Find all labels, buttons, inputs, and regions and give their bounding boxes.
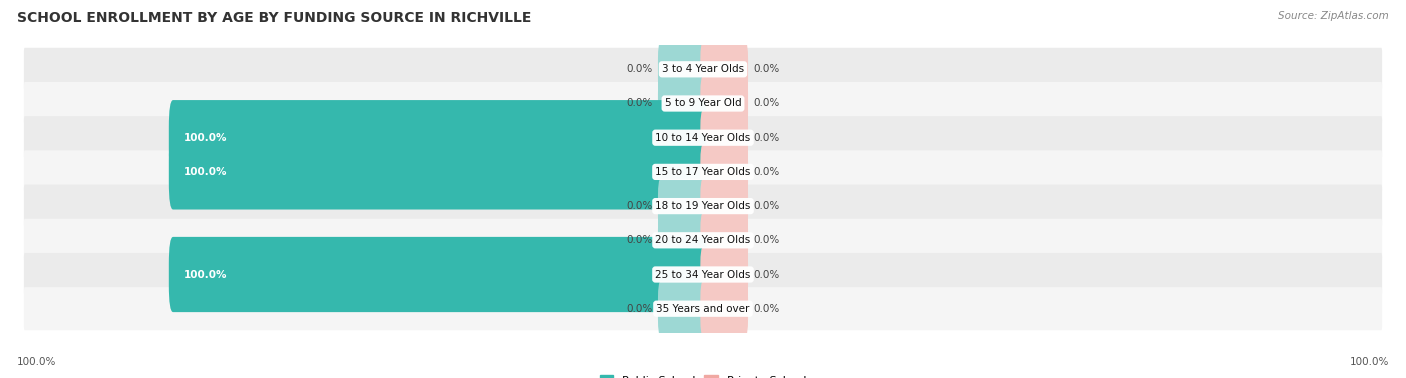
FancyBboxPatch shape [700, 213, 748, 268]
Text: 0.0%: 0.0% [627, 304, 652, 314]
Text: 25 to 34 Year Olds: 25 to 34 Year Olds [655, 270, 751, 279]
Text: 0.0%: 0.0% [754, 167, 779, 177]
FancyBboxPatch shape [24, 150, 1382, 194]
FancyBboxPatch shape [700, 76, 748, 131]
FancyBboxPatch shape [24, 48, 1382, 91]
Text: 0.0%: 0.0% [754, 64, 779, 74]
FancyBboxPatch shape [700, 144, 748, 199]
Text: 0.0%: 0.0% [627, 235, 652, 245]
Text: 0.0%: 0.0% [754, 99, 779, 108]
Text: 35 Years and over: 35 Years and over [657, 304, 749, 314]
FancyBboxPatch shape [24, 219, 1382, 262]
Text: 100.0%: 100.0% [1350, 357, 1389, 367]
Text: 15 to 17 Year Olds: 15 to 17 Year Olds [655, 167, 751, 177]
Text: 0.0%: 0.0% [627, 99, 652, 108]
FancyBboxPatch shape [24, 287, 1382, 330]
Text: SCHOOL ENROLLMENT BY AGE BY FUNDING SOURCE IN RICHVILLE: SCHOOL ENROLLMENT BY AGE BY FUNDING SOUR… [17, 11, 531, 25]
FancyBboxPatch shape [700, 247, 748, 302]
Text: Source: ZipAtlas.com: Source: ZipAtlas.com [1278, 11, 1389, 21]
FancyBboxPatch shape [700, 110, 748, 165]
Text: 0.0%: 0.0% [754, 235, 779, 245]
FancyBboxPatch shape [169, 134, 707, 209]
FancyBboxPatch shape [169, 237, 707, 312]
FancyBboxPatch shape [700, 281, 748, 336]
FancyBboxPatch shape [169, 100, 707, 175]
FancyBboxPatch shape [700, 179, 748, 234]
Legend: Public School, Private School: Public School, Private School [595, 371, 811, 378]
Text: 0.0%: 0.0% [754, 270, 779, 279]
Text: 18 to 19 Year Olds: 18 to 19 Year Olds [655, 201, 751, 211]
FancyBboxPatch shape [658, 76, 706, 131]
Text: 100.0%: 100.0% [184, 133, 228, 143]
Text: 100.0%: 100.0% [184, 270, 228, 279]
FancyBboxPatch shape [658, 179, 706, 234]
FancyBboxPatch shape [658, 42, 706, 97]
Text: 0.0%: 0.0% [754, 133, 779, 143]
FancyBboxPatch shape [658, 213, 706, 268]
FancyBboxPatch shape [24, 116, 1382, 159]
Text: 10 to 14 Year Olds: 10 to 14 Year Olds [655, 133, 751, 143]
Text: 100.0%: 100.0% [17, 357, 56, 367]
FancyBboxPatch shape [700, 42, 748, 97]
Text: 0.0%: 0.0% [754, 304, 779, 314]
FancyBboxPatch shape [24, 82, 1382, 125]
Text: 0.0%: 0.0% [754, 201, 779, 211]
Text: 100.0%: 100.0% [184, 167, 228, 177]
Text: 3 to 4 Year Olds: 3 to 4 Year Olds [662, 64, 744, 74]
FancyBboxPatch shape [24, 253, 1382, 296]
Text: 5 to 9 Year Old: 5 to 9 Year Old [665, 99, 741, 108]
Text: 20 to 24 Year Olds: 20 to 24 Year Olds [655, 235, 751, 245]
FancyBboxPatch shape [658, 281, 706, 336]
Text: 0.0%: 0.0% [627, 64, 652, 74]
Text: 0.0%: 0.0% [627, 201, 652, 211]
FancyBboxPatch shape [24, 184, 1382, 228]
